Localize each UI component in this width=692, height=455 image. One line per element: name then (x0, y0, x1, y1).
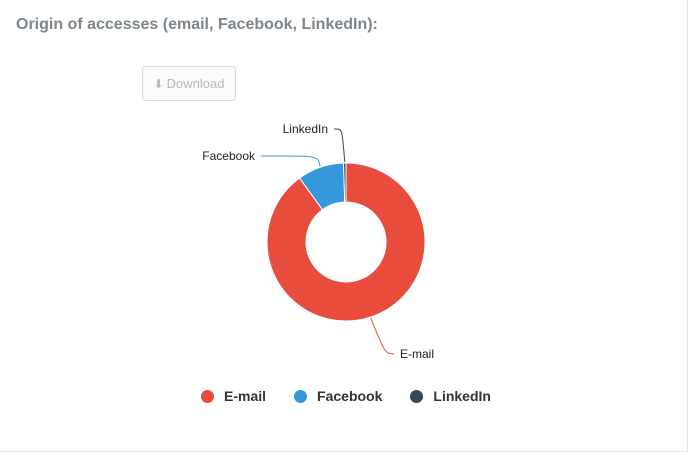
legend-marker-facebook (294, 389, 308, 403)
chart-legend: E-mail Facebook LinkedIn (0, 386, 692, 406)
connector-facebook (260, 155, 321, 167)
legend-marker-linkedin (410, 389, 424, 403)
legend-item-linkedin[interactable]: LinkedIn (410, 388, 491, 404)
data-label-facebook: Facebook (202, 149, 256, 163)
slice-linkedin[interactable] (343, 162, 347, 203)
legend-label-email: E-mail (224, 388, 267, 404)
download-icon: ⬇ (153, 76, 164, 91)
connector-linkedin (333, 128, 346, 163)
connector-email (370, 317, 395, 355)
data-label-linkedin: LinkedIn (283, 122, 328, 136)
download-button-label: Download (166, 76, 225, 91)
legend-label-linkedin: LinkedIn (433, 388, 491, 404)
legend-item-facebook[interactable]: Facebook (294, 388, 382, 404)
legend-item-email[interactable]: E-mail (201, 388, 266, 404)
data-label-email: E-mail (400, 347, 434, 361)
download-button[interactable]: ⬇ Download (142, 66, 236, 101)
chart-title: Origin of accesses (email, Facebook, Lin… (16, 16, 378, 33)
legend-label-facebook: Facebook (317, 388, 383, 404)
legend-marker-email (201, 389, 215, 403)
slice-email[interactable] (266, 162, 426, 322)
